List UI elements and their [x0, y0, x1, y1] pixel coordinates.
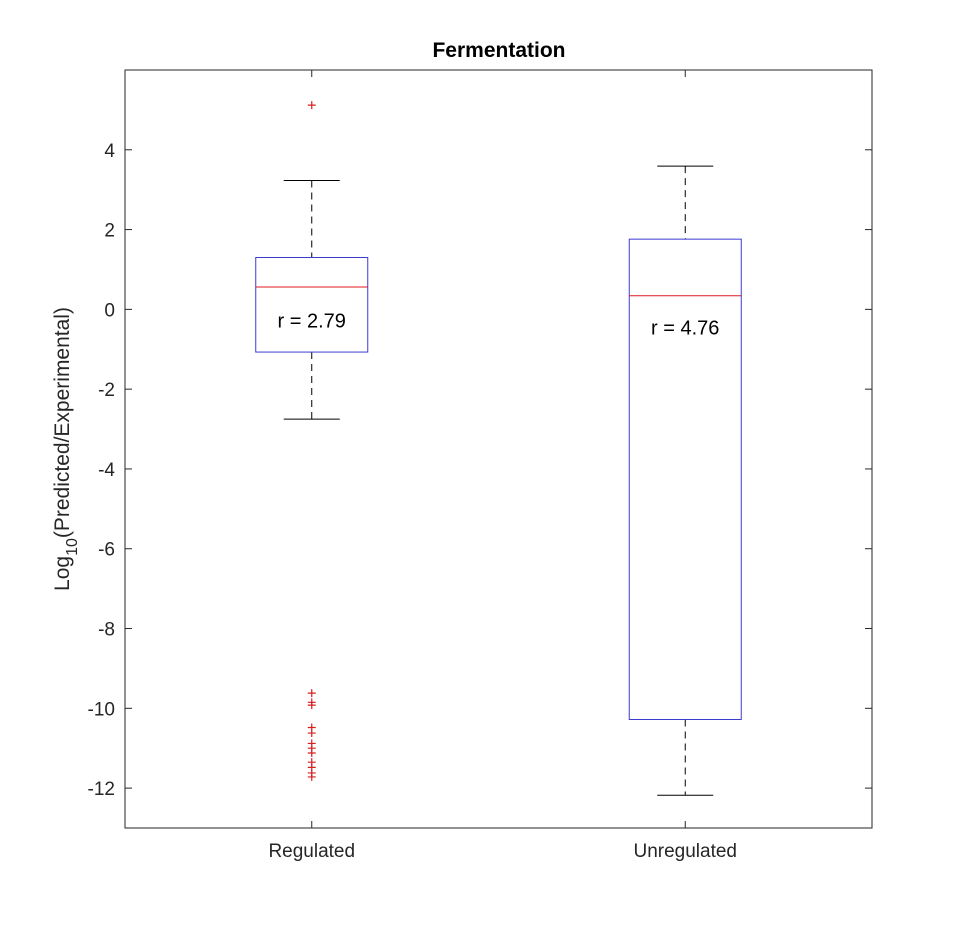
y-axis-label: Log10(Predicted/Experimental): [51, 307, 81, 591]
outlier-point: [307, 729, 316, 738]
y-tick-label: -4: [98, 460, 115, 481]
y-tick-label: 0: [104, 300, 115, 321]
x-tick-label: Regulated: [268, 841, 355, 862]
iqr-box: [628, 238, 742, 720]
boxes: r = 2.79 r = 4.76: [255, 101, 742, 796]
y-axis: -12 -10 -8 -6 -4 -2 0 2 4: [88, 141, 872, 800]
r-annotation: r = 4.76: [651, 317, 719, 339]
y-tick-label: -12: [88, 779, 115, 800]
y-tick-label: -10: [88, 699, 115, 720]
y-tick-label: -2: [98, 380, 115, 401]
iqr-box: [255, 257, 369, 353]
box-regulated: r = 2.79: [255, 101, 369, 781]
x-axis: Regulated Unregulated: [268, 70, 737, 862]
r-annotation: r = 2.79: [278, 311, 346, 333]
y-axis-label-rest: (Predicted/Experimental): [51, 307, 74, 538]
plot-area: [124, 69, 873, 829]
y-tick-label: 4: [104, 141, 115, 162]
outlier-point: [307, 772, 316, 781]
y-axis-label-subscript: 10: [64, 538, 81, 556]
box-unregulated: r = 4.76: [628, 165, 742, 796]
x-tick-label: Unregulated: [633, 841, 737, 862]
outlier-point: [307, 748, 316, 757]
y-tick-label: -6: [98, 540, 115, 561]
y-axis-label-main: Log: [51, 556, 74, 591]
outlier-point: [307, 701, 316, 710]
y-tick-label: -8: [98, 620, 115, 641]
outlier-point: [307, 689, 316, 698]
outlier-point: [307, 101, 316, 110]
chart-title: Fermentation: [432, 39, 565, 62]
y-tick-label: 2: [104, 221, 115, 242]
